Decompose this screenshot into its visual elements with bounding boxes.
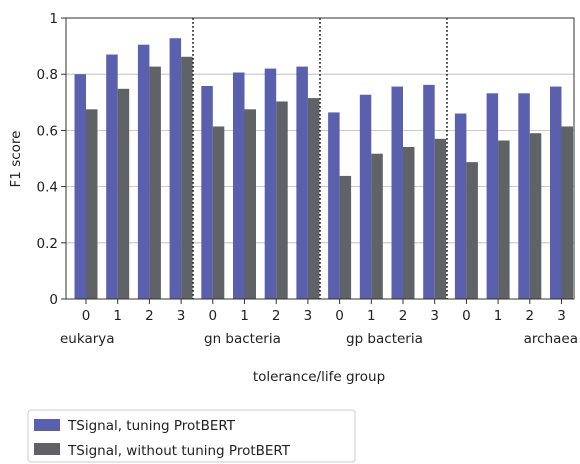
bar-without-tuning — [181, 56, 193, 299]
x-tick-label: 1 — [240, 308, 249, 324]
x-tick-label: 3 — [557, 308, 566, 324]
bar-tuning — [391, 86, 403, 300]
x-tick-label: 2 — [399, 308, 408, 324]
bar-tuning — [74, 74, 86, 299]
x-tick-label: 2 — [526, 308, 535, 324]
bar-without-tuning — [529, 133, 542, 299]
group-label: gp bacteria — [346, 331, 423, 347]
bar-without-tuning — [212, 126, 225, 299]
bar-tuning — [518, 93, 530, 299]
x-tick-label: 3 — [430, 308, 439, 324]
group-label: eukarya — [60, 331, 115, 347]
x-tick-label: 2 — [145, 308, 154, 324]
x-tick-label: 1 — [494, 308, 503, 324]
plot-frame — [65, 17, 575, 300]
bar-tuning — [328, 112, 340, 299]
bar-without-tuning — [117, 88, 130, 299]
bar-tuning — [486, 93, 499, 299]
y-tick-label: 0 — [49, 292, 58, 308]
legend-frame — [27, 409, 356, 463]
bar-without-tuning — [498, 140, 510, 299]
bar-without-tuning — [561, 126, 573, 299]
bar-tuning — [137, 44, 150, 299]
x-tick-label: 1 — [367, 308, 376, 324]
x-tick-label: 1 — [113, 308, 122, 324]
bar-without-tuning — [307, 98, 320, 300]
bar-without-tuning — [466, 162, 478, 299]
y-tick-label: 0.8 — [37, 67, 58, 83]
group-separators — [192, 18, 448, 299]
x-tick-label: 2 — [272, 308, 281, 324]
group-label: gn bacteria — [204, 331, 281, 347]
legend-label-without-tuning: TSignal, without tuning ProtBERT — [67, 443, 291, 459]
group-label: archaea — [524, 331, 578, 347]
bar-without-tuning — [339, 175, 352, 299]
bar-tuning — [359, 94, 372, 299]
bar-without-tuning — [434, 138, 447, 299]
axes — [61, 17, 575, 304]
x-tick-label: 3 — [177, 308, 186, 324]
legend-swatch-tuning — [34, 419, 60, 431]
y-tick-labels: 0 0.2 0.4 0.6 0.8 1 — [37, 11, 58, 308]
bar-tuning — [454, 113, 467, 299]
bar-without-tuning — [276, 101, 288, 299]
x-tick-label: 0 — [209, 308, 218, 324]
legend: TSignal, tuning ProtBERT TSignal, withou… — [27, 409, 356, 463]
bar-tuning — [169, 38, 182, 300]
bar-without-tuning — [86, 109, 98, 299]
bar-tuning — [201, 86, 213, 299]
legend-swatch-without-tuning — [34, 443, 60, 455]
y-tick-label: 1 — [49, 11, 58, 27]
bar-without-tuning — [371, 153, 383, 299]
bar-tuning — [233, 72, 245, 299]
bar-tuning — [106, 54, 118, 299]
x-tick-label: 0 — [335, 308, 344, 324]
x-tick-label: 0 — [462, 308, 471, 324]
legend-label-tuning: TSignal, tuning ProtBERT — [67, 418, 236, 434]
x-tick-labels: 0 1 2 3 0 1 2 3 0 1 2 3 0 1 2 3 — [82, 308, 566, 324]
bar-tuning — [550, 86, 562, 300]
bars — [74, 38, 573, 300]
bar-without-tuning — [403, 146, 415, 299]
y-tick-label: 0.2 — [37, 236, 58, 252]
y-tick-label: 0.6 — [37, 123, 58, 139]
bar-without-tuning — [244, 109, 256, 299]
y-axis-title: F1 score — [8, 131, 24, 188]
group-labels: eukarya gn bacteria gp bacteria archaea — [60, 331, 578, 347]
x-tick-label: 3 — [304, 308, 313, 324]
bar-tuning — [296, 66, 308, 299]
bar-tuning — [264, 68, 277, 299]
bar-without-tuning — [149, 66, 161, 299]
y-tick-label: 0.4 — [37, 180, 58, 196]
x-axis-title: tolerance/life group — [253, 369, 385, 385]
bar-tuning — [423, 84, 435, 300]
x-tick-label: 0 — [82, 308, 91, 324]
